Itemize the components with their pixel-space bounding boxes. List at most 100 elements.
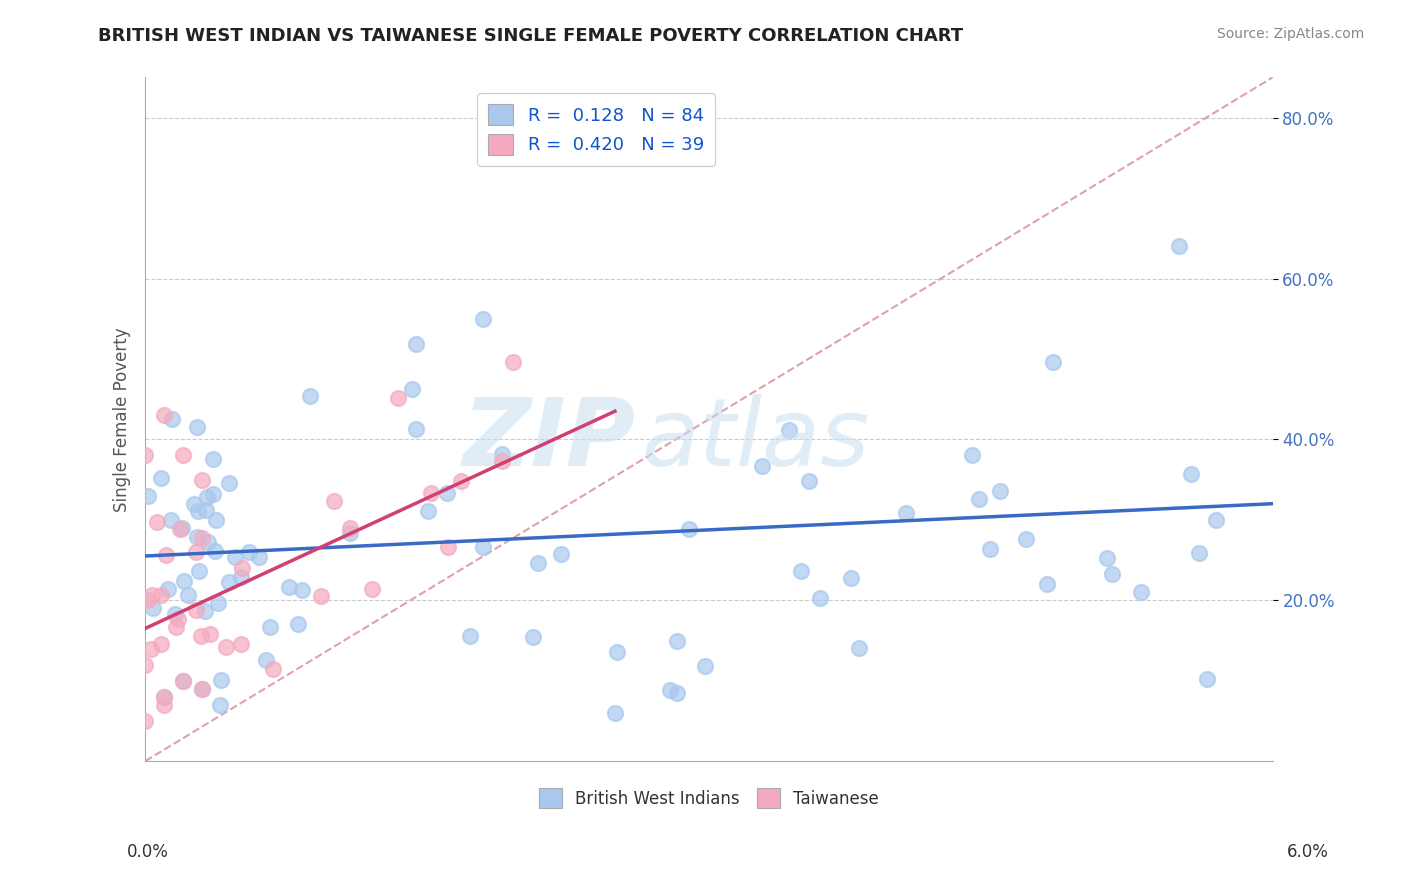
Point xyxy=(309,589,332,603)
Point xyxy=(437,541,460,555)
Point xyxy=(751,458,773,473)
Point xyxy=(190,473,212,487)
Point xyxy=(153,690,176,704)
Point xyxy=(1042,355,1064,369)
Point xyxy=(1036,577,1059,591)
Point xyxy=(141,588,163,602)
Point xyxy=(259,620,281,634)
Point xyxy=(960,449,983,463)
Point xyxy=(187,503,209,517)
Point xyxy=(209,673,232,687)
Point xyxy=(472,311,495,326)
Point xyxy=(291,583,314,598)
Point xyxy=(186,530,208,544)
Text: 6.0%: 6.0% xyxy=(1286,843,1329,861)
Point xyxy=(202,486,225,500)
Text: BRITISH WEST INDIAN VS TAIWANESE SINGLE FEMALE POVERTY CORRELATION CHART: BRITISH WEST INDIAN VS TAIWANESE SINGLE … xyxy=(98,27,963,45)
Point xyxy=(200,627,222,641)
Point xyxy=(209,698,232,712)
Point xyxy=(136,592,159,607)
Point xyxy=(191,531,214,545)
Point xyxy=(491,454,513,468)
Point xyxy=(1095,551,1118,566)
Point xyxy=(153,409,176,423)
Point xyxy=(419,485,441,500)
Point xyxy=(247,550,270,565)
Text: atlas: atlas xyxy=(641,394,869,485)
Point xyxy=(658,683,681,698)
Point xyxy=(405,336,427,351)
Point xyxy=(405,422,427,436)
Point xyxy=(1015,533,1038,547)
Point xyxy=(254,652,277,666)
Point xyxy=(339,520,361,534)
Point xyxy=(190,681,212,696)
Point xyxy=(142,600,165,615)
Point xyxy=(149,589,172,603)
Point xyxy=(1195,673,1218,687)
Point xyxy=(299,389,322,403)
Point xyxy=(150,471,173,485)
Point xyxy=(502,355,524,369)
Point xyxy=(339,525,361,540)
Point xyxy=(218,575,240,590)
Point xyxy=(848,641,870,656)
Point xyxy=(218,475,240,490)
Point xyxy=(194,603,217,617)
Point xyxy=(162,412,184,426)
Point xyxy=(797,475,820,489)
Point xyxy=(172,449,194,463)
Point xyxy=(183,497,205,511)
Point xyxy=(134,449,156,463)
Point xyxy=(231,570,253,584)
Point xyxy=(146,516,169,530)
Point xyxy=(262,662,284,676)
Point xyxy=(166,620,188,634)
Point xyxy=(894,506,917,520)
Point xyxy=(136,489,159,503)
Point xyxy=(194,503,217,517)
Point xyxy=(229,637,252,651)
Y-axis label: Single Female Poverty: Single Female Poverty xyxy=(114,327,131,512)
Point xyxy=(436,486,458,500)
Point xyxy=(167,612,190,626)
Point xyxy=(238,545,260,559)
Point xyxy=(134,657,156,672)
Point xyxy=(160,513,183,527)
Point xyxy=(606,645,628,659)
Point xyxy=(988,484,1011,499)
Point xyxy=(134,714,156,728)
Point xyxy=(172,673,194,688)
Text: ZIP: ZIP xyxy=(463,393,636,486)
Point xyxy=(665,634,688,648)
Point xyxy=(184,602,207,616)
Point xyxy=(665,686,688,700)
Point xyxy=(1101,567,1123,582)
Point xyxy=(693,659,716,673)
Point xyxy=(205,512,228,526)
Point xyxy=(195,490,218,504)
Point xyxy=(603,706,626,720)
Point xyxy=(678,523,700,537)
Text: Source: ZipAtlas.com: Source: ZipAtlas.com xyxy=(1216,27,1364,41)
Point xyxy=(190,629,212,643)
Point xyxy=(202,452,225,467)
Point xyxy=(173,574,195,588)
Point xyxy=(204,543,226,558)
Point xyxy=(1205,513,1227,527)
Point xyxy=(207,596,229,610)
Point xyxy=(1180,467,1202,482)
Point xyxy=(177,588,200,602)
Point xyxy=(170,521,193,535)
Text: 0.0%: 0.0% xyxy=(127,843,169,861)
Point xyxy=(1130,585,1153,599)
Point xyxy=(186,420,208,434)
Point xyxy=(155,548,177,562)
Point xyxy=(1188,546,1211,560)
Point xyxy=(491,447,513,461)
Point xyxy=(190,681,212,696)
Point xyxy=(277,580,299,594)
Point xyxy=(186,544,208,558)
Point xyxy=(967,491,990,506)
Point xyxy=(139,642,162,657)
